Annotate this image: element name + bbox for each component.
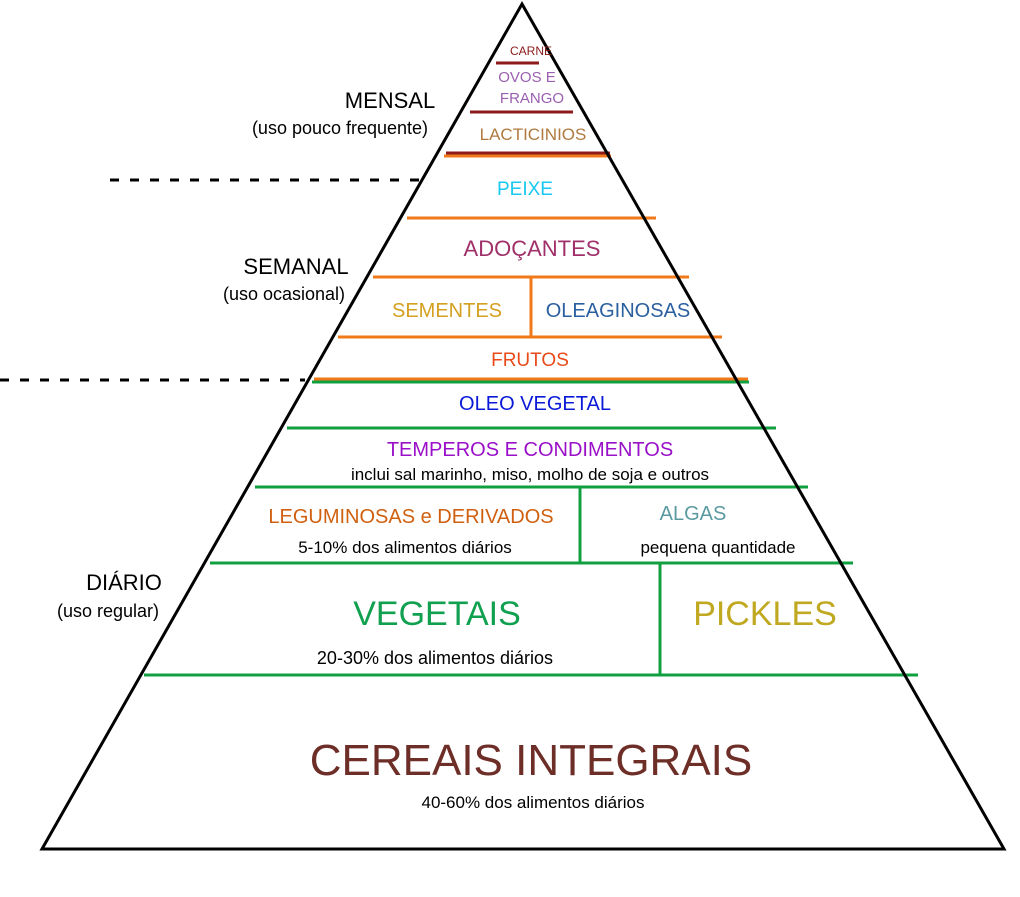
- tier-leguminosas-note: 5-10% dos alimentos diários: [298, 538, 512, 557]
- tier-algas-note: pequena quantidade: [640, 538, 795, 557]
- tier-oleaginosas-label: OLEAGINOSAS: [546, 300, 691, 322]
- pyramid-outline: [39, 0, 1007, 851]
- tier-adocantes-label: ADOÇANTES: [464, 236, 601, 261]
- tier-temperos-note: inclui sal marinho, miso, molho de soja …: [351, 465, 709, 484]
- tier-ovos-label-1: OVOS E: [498, 69, 556, 86]
- tier-cereais-label: CEREAIS INTEGRAIS: [310, 736, 753, 785]
- tier-vegetais-label: VEGETAIS: [353, 595, 521, 633]
- side-label-diario-sub: (uso regular): [57, 601, 159, 621]
- tier-ovos-label-2: FRANGO: [500, 90, 564, 107]
- side-label-semanal: SEMANAL: [243, 254, 348, 279]
- tier-leguminosas-label: LEGUMINOSAS e DERIVADOS: [268, 506, 553, 528]
- side-label-semanal-sub: (uso ocasional): [223, 284, 345, 304]
- side-label-mensal: MENSAL: [345, 88, 435, 113]
- tier-peixe-label: PEIXE: [497, 179, 553, 200]
- tier-cereais-note: 40-60% dos alimentos diários: [421, 793, 644, 812]
- tier-carne-label: CARNE: [510, 44, 552, 58]
- tier-vegetais-note: 20-30% dos alimentos diários: [317, 648, 553, 668]
- side-label-diario: DIÁRIO: [86, 570, 162, 595]
- tier-temperos-label: TEMPEROS E CONDIMENTOS: [387, 439, 673, 461]
- tier-sementes-label: SEMENTES: [392, 300, 502, 322]
- side-label-mensal-sub: (uso pouco frequente): [252, 118, 428, 138]
- tier-oleo-label: OLEO VEGETAL: [459, 393, 611, 415]
- tier-pickles-label: PICKLES: [693, 595, 837, 633]
- tier-algas-label: ALGAS: [660, 503, 727, 525]
- tier-frutos-label: FRUTOS: [491, 350, 569, 371]
- tier-lacticinios-label: LACTICINIOS: [480, 125, 587, 144]
